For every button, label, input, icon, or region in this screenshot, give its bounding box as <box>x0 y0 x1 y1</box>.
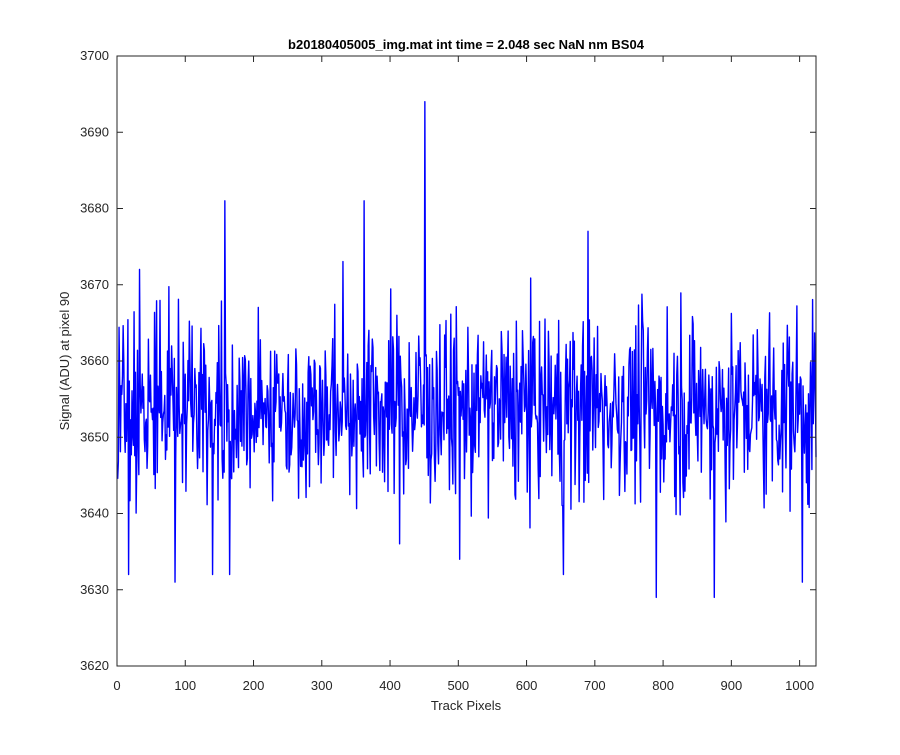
y-axis-title: Signal (ADU) at pixel 90 <box>57 292 72 431</box>
x-tick-label: 100 <box>174 678 196 693</box>
signal-series-line <box>116 101 817 599</box>
x-tick-label: 700 <box>584 678 606 693</box>
y-tick-label: 3660 <box>80 353 109 368</box>
tick-layer: 0 100 200 300 400 500 600 700 800 900 1000 3620 3630… <box>80 48 816 693</box>
y-tick-label: 3670 <box>80 277 109 292</box>
x-tick-label: 800 <box>652 678 674 693</box>
y-tick-label: 3630 <box>80 582 109 597</box>
x-axis-title: Track Pixels <box>431 698 502 713</box>
y-tick-label: 3640 <box>80 506 109 521</box>
y-tick-label: 3700 <box>80 48 109 63</box>
x-tick-label: 1000 <box>785 678 814 693</box>
chart-title: b20180405005_img.mat int time = 2.048 se… <box>288 37 645 52</box>
y-tick-label: 3650 <box>80 429 109 444</box>
x-tick-label: 200 <box>243 678 265 693</box>
x-tick-label: 600 <box>516 678 538 693</box>
y-tick-label: 3680 <box>80 201 109 216</box>
series-layer <box>116 101 817 599</box>
plot-background <box>117 56 816 666</box>
y-tick-label: 3690 <box>80 124 109 139</box>
y-tick-label: 3620 <box>80 658 109 673</box>
x-tick-label: 300 <box>311 678 333 693</box>
x-tick-label: 900 <box>721 678 743 693</box>
x-tick-label: 400 <box>379 678 401 693</box>
x-tick-label: 0 <box>113 678 120 693</box>
x-tick-label: 500 <box>447 678 469 693</box>
